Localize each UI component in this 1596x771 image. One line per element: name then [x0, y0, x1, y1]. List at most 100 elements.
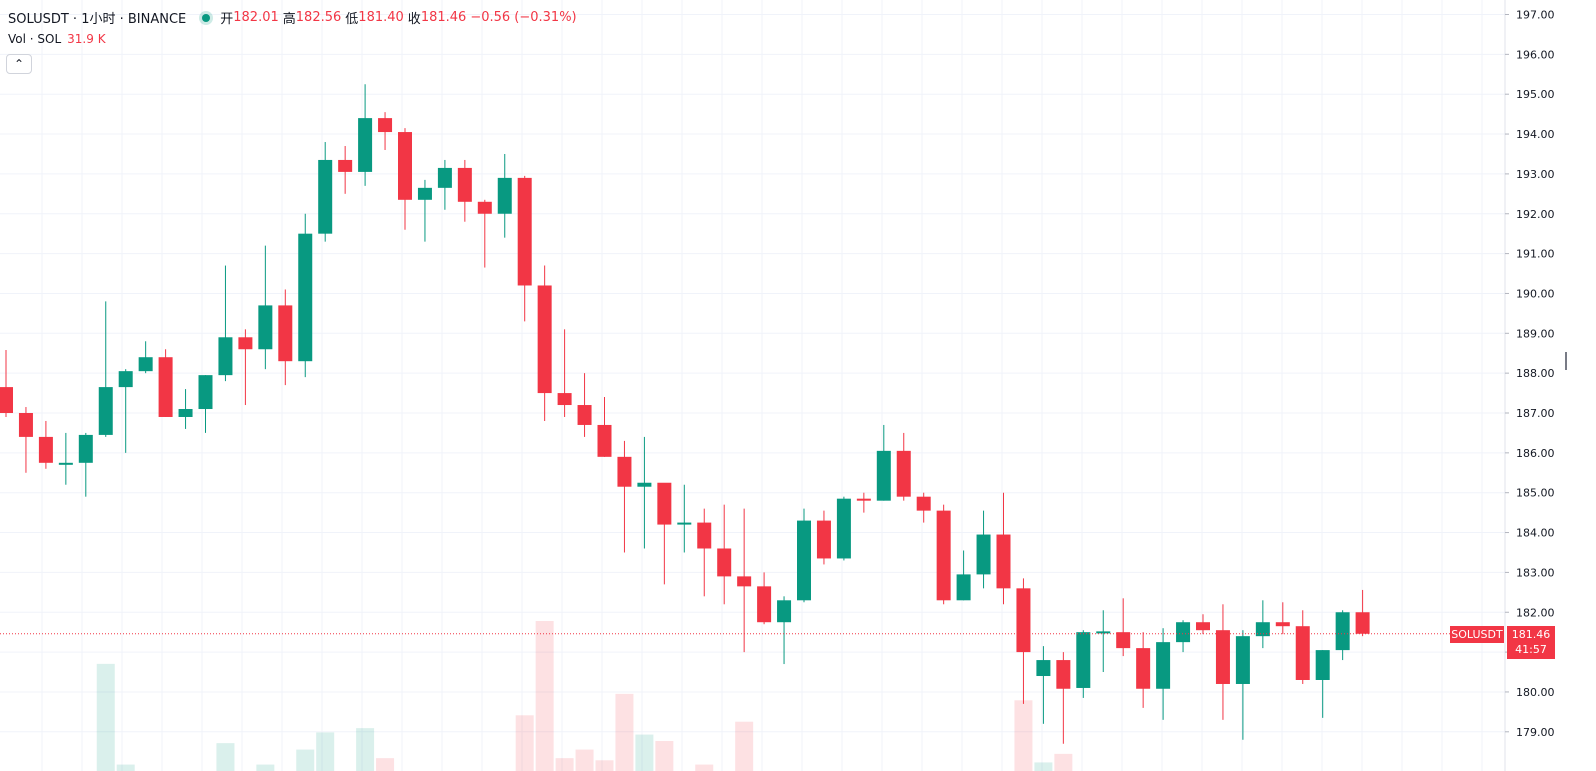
candle-body: [697, 522, 712, 549]
candle-body: [1255, 622, 1270, 637]
symbol-title[interactable]: SOLUSDT · 1小时 · BINANCE: [8, 12, 187, 27]
chart-grid: [0, 0, 1505, 771]
price-tick-label: 193.00: [1516, 168, 1555, 181]
price-tick-label: 196.00: [1516, 48, 1555, 61]
open-label: 开: [220, 12, 234, 27]
candle-body: [657, 482, 672, 525]
price-axis[interactable]: 197.00 196.00 195.00 194.00 193.00 192.00 191.…: [1505, 9, 1555, 739]
candle: [1056, 652, 1071, 744]
candle-body: [457, 167, 472, 202]
candle-body: [338, 159, 353, 172]
candle-body: [816, 520, 831, 559]
candle: [936, 504, 951, 605]
price-tick-label: 187.00: [1516, 407, 1555, 420]
volume-bar: [515, 715, 534, 771]
candle: [677, 484, 692, 553]
candle-body: [198, 375, 213, 410]
candle-body: [1056, 660, 1071, 689]
candle: [477, 199, 492, 268]
candle: [856, 492, 871, 513]
candle: [797, 508, 811, 603]
price-tick-label: 192.00: [1516, 208, 1555, 221]
price-tick-label: 194.00: [1516, 128, 1555, 141]
candle-body: [677, 522, 692, 525]
candle: [916, 492, 931, 523]
candle: [437, 159, 452, 210]
candle: [976, 510, 991, 589]
low-value: 181.40: [358, 10, 404, 25]
candle: [178, 389, 193, 429]
price-tick-label: 189.00: [1516, 327, 1555, 340]
candle-body: [637, 482, 652, 487]
volume-bar: [555, 758, 574, 771]
candle: [557, 329, 572, 417]
scroll-handle[interactable]: [1565, 352, 1567, 370]
candle: [58, 432, 73, 485]
volume-bar: [96, 663, 115, 771]
candle: [118, 369, 133, 453]
candle-body: [437, 167, 452, 188]
candle-body: [1016, 588, 1031, 653]
bar-countdown: 41:57: [1515, 643, 1547, 656]
candle: [198, 375, 213, 433]
candle: [258, 245, 273, 370]
candle: [1196, 614, 1210, 635]
volume-legend: Vol · SOL 31.9 K: [8, 32, 106, 46]
volume-bar: [575, 749, 594, 771]
candle: [338, 146, 353, 194]
candle: [1156, 628, 1171, 720]
candle-body: [358, 118, 373, 172]
candle: [657, 482, 672, 585]
price-tick-label: 185.00: [1516, 487, 1555, 500]
volume-bar: [216, 743, 235, 771]
volume-value: 31.9 K: [67, 32, 106, 46]
candle: [298, 213, 313, 378]
candle-body: [896, 450, 911, 497]
candle-body: [1156, 642, 1171, 689]
candle-body: [996, 534, 1011, 589]
candle: [158, 349, 173, 417]
candle-body: [58, 462, 73, 465]
candle: [1235, 630, 1250, 740]
volume-bar: [356, 728, 375, 771]
price-tick-label: 179.00: [1516, 726, 1555, 739]
candle-body: [517, 177, 532, 286]
candle: [417, 179, 432, 242]
candle: [78, 432, 93, 497]
collapse-legend-button[interactable]: ⌃: [6, 54, 32, 74]
price-tick-label: 184.00: [1516, 527, 1555, 540]
market-status-icon: [202, 13, 211, 22]
candle-body: [218, 337, 233, 376]
candle-body: [1176, 622, 1191, 643]
price-tick-label: 180.00: [1516, 686, 1555, 699]
price-tick-label: 195.00: [1516, 88, 1555, 101]
candle: [358, 84, 373, 186]
candle-body: [597, 424, 612, 457]
candle-body: [557, 393, 572, 406]
volume-bar: [655, 741, 674, 771]
candle-body: [1355, 612, 1370, 634]
chevron-up-icon: ⌃: [13, 57, 25, 71]
volume-bar: [535, 621, 554, 771]
candle: [1016, 578, 1031, 704]
candle-body: [1315, 650, 1330, 680]
candle: [18, 407, 33, 473]
candle-body: [1196, 622, 1210, 631]
candle-body: [158, 357, 173, 417]
candle-body: [298, 233, 313, 362]
candle: [1036, 646, 1051, 724]
candle-body: [238, 337, 253, 350]
candle: [238, 329, 253, 406]
candle-body: [876, 450, 891, 501]
candle: [1295, 610, 1310, 684]
candle-body: [836, 498, 851, 559]
volume-bar: [116, 764, 135, 771]
price-tick-label: 186.00: [1516, 447, 1555, 460]
symbol-price-tag: SOLUSDT: [1450, 626, 1504, 643]
candle: [1315, 650, 1330, 718]
candle-body: [18, 413, 33, 437]
candle-body: [617, 456, 632, 487]
candle-body: [1335, 612, 1350, 651]
candle: [876, 424, 891, 501]
